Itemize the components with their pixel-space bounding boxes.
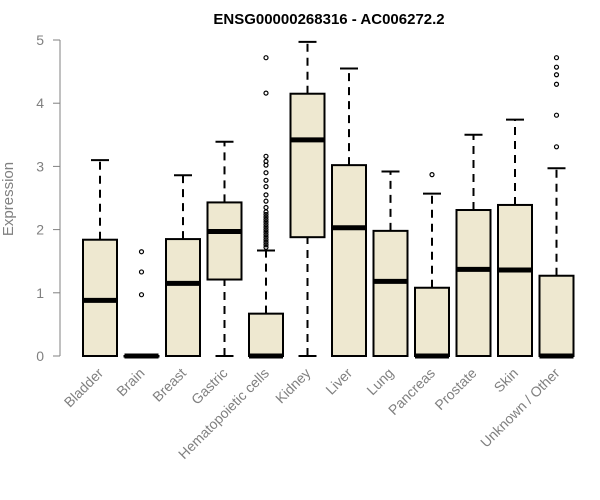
y-axis: 0 1 2 3 4 5 <box>36 32 61 364</box>
outlier-point <box>263 184 269 190</box>
outlier-point <box>263 153 269 159</box>
box-iqr <box>497 203 533 357</box>
category-label: Prostate <box>431 365 479 413</box>
box-iqr <box>414 286 450 357</box>
outlier-point <box>553 64 560 70</box>
outlier-point <box>263 177 269 183</box>
box-iqr <box>206 201 243 281</box>
category-label: Liver <box>322 365 355 398</box>
outlier-point <box>429 172 435 178</box>
box-pancreas <box>414 172 450 359</box>
box-bladder <box>82 159 118 358</box>
outlier-point <box>138 269 145 275</box>
box-iqr <box>331 164 367 357</box>
box-iqr <box>82 238 118 358</box>
outlier-point <box>263 214 269 220</box>
category-label: Skin <box>491 365 522 396</box>
outlier-point <box>553 144 560 150</box>
outlier-point <box>553 81 560 87</box>
category-label: Unknown / Other <box>477 365 563 451</box>
y-tick-label: 1 <box>36 285 44 301</box>
outlier-point <box>263 55 269 61</box>
outlier-point <box>263 224 269 230</box>
box-skin <box>497 118 533 357</box>
outlier-point <box>263 232 269 238</box>
y-axis-label: Expression <box>0 162 17 236</box>
outlier-point <box>553 112 560 118</box>
outlier-point <box>263 237 269 243</box>
boxes <box>82 40 575 359</box>
box-kidney <box>289 40 326 357</box>
box-breast <box>165 174 201 357</box>
outlier-point <box>553 72 560 78</box>
box-liver <box>331 67 367 357</box>
outlier-point <box>263 239 269 245</box>
outlier-point <box>263 192 269 198</box>
outlier-point <box>263 227 269 233</box>
box-gastric <box>206 140 243 357</box>
outlier-point <box>263 204 269 211</box>
y-tick-label: 0 <box>36 348 44 364</box>
outlier-point <box>263 229 269 235</box>
box-iqr <box>372 229 409 357</box>
outlier-point <box>263 219 269 225</box>
outlier-point <box>263 244 269 250</box>
outlier-point <box>263 211 269 218</box>
outlier-point <box>263 170 269 176</box>
box-iqr <box>248 312 284 358</box>
outlier-point <box>138 292 145 298</box>
box-iqr <box>538 274 575 357</box>
outlier-point <box>263 158 269 164</box>
box-hematopoietic-cells <box>248 55 284 359</box>
box-iqr <box>165 238 201 357</box>
box-unknown-other <box>538 55 575 359</box>
y-tick-label: 4 <box>36 95 44 111</box>
category-label: Brain <box>113 365 147 399</box>
category-label: Lung <box>363 365 396 398</box>
outlier-point <box>263 216 269 223</box>
outlier-point <box>263 198 269 204</box>
box-iqr <box>455 209 492 357</box>
category-label: Breast <box>149 365 189 405</box>
category-label: Kidney <box>272 365 314 407</box>
outlier-point <box>263 90 269 96</box>
outlier-point <box>263 221 269 228</box>
outlier-point <box>553 55 560 61</box>
y-tick-label: 2 <box>36 222 44 238</box>
y-tick-label: 5 <box>36 32 44 48</box>
outlier-point <box>263 242 269 248</box>
outlier-point <box>263 234 269 240</box>
chart-title: ENSG00000268316 - AC006272.2 <box>213 11 444 28</box>
box-lung <box>372 170 409 357</box>
box-iqr <box>289 92 326 239</box>
y-tick-label: 3 <box>36 158 44 174</box>
category-label: Bladder <box>61 365 107 411</box>
outlier-point <box>138 249 145 255</box>
box-prostate <box>455 133 492 357</box>
box-brain <box>123 249 160 359</box>
